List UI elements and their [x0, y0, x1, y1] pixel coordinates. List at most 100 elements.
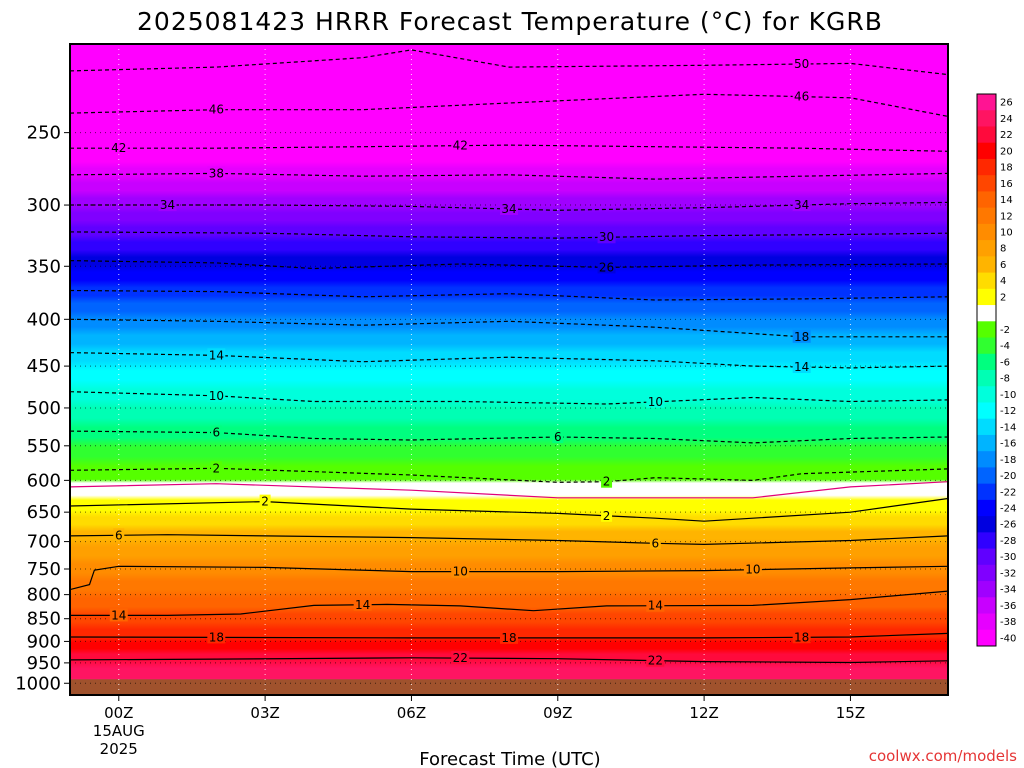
contour-label-bg: [792, 630, 811, 644]
colorbar-swatch: [977, 386, 996, 403]
colorbar-label: -40: [1000, 633, 1016, 644]
colorbar-label: 10: [1000, 228, 1013, 239]
colorbar-label: -20: [1000, 471, 1016, 482]
colorbar-label: -38: [1000, 617, 1016, 628]
colorbar-swatch: [977, 516, 996, 533]
contour-label-bg: [500, 201, 518, 215]
colorbar-swatch: [977, 353, 996, 371]
credit-link[interactable]: coolwx.com/models: [869, 747, 1017, 765]
contour-label-bg: [597, 230, 616, 244]
contour-label-bg: [646, 598, 665, 612]
contour-label: 2: [213, 461, 221, 475]
y-tick-label: 500: [27, 398, 61, 419]
colorbar-swatch: [977, 207, 996, 225]
x-tick-sublabel: 15AUG: [93, 722, 145, 740]
colorbar-swatch: [977, 597, 996, 615]
colorbar-label: 20: [1000, 146, 1013, 157]
contour-minus-38: [70, 172, 948, 180]
contour-label: 14: [111, 608, 126, 622]
colorbar-label: -18: [1000, 455, 1016, 466]
contour-minus-46: [70, 93, 948, 117]
colorbar-label: 18: [1000, 163, 1013, 174]
contour-minus-6: [70, 430, 948, 444]
colorbar-label: -2: [1000, 325, 1010, 336]
contour-label: 46: [209, 103, 224, 117]
y-tick-label: 950: [27, 653, 61, 674]
contour-label: 18: [209, 630, 224, 644]
contour-label: 26: [599, 260, 614, 274]
colorbar-label: 12: [1000, 211, 1013, 222]
contour-label: 14: [648, 599, 663, 613]
contour-minus-2: [70, 467, 948, 483]
colorbar-swatch: [977, 158, 996, 176]
contour-label-bg: [113, 528, 125, 542]
contour-label-bg: [597, 260, 616, 274]
contour-label: 6: [115, 528, 123, 542]
contour-label-bg: [792, 57, 811, 71]
contour-minus-14: [70, 352, 948, 369]
x-tick-label: 09Z: [543, 704, 572, 722]
colorbar-swatch: [977, 223, 996, 241]
contour-label-bg: [451, 651, 470, 665]
colorbar-swatch: [977, 142, 996, 160]
contour-label: 34: [794, 198, 809, 212]
y-tick-label: 300: [27, 195, 61, 216]
contour-label: 38: [209, 166, 224, 180]
contour-label: 6: [213, 426, 221, 440]
x-tick-label: 15Z: [836, 704, 865, 722]
contour-label: 34: [501, 202, 516, 216]
colorbar-label: 2: [1000, 292, 1006, 303]
y-axis: 2503003504004505005506006507007508008509…: [15, 123, 70, 694]
contour-label: 2: [603, 475, 611, 489]
colorbar-swatch: [977, 240, 996, 257]
contour-label: 6: [554, 430, 562, 444]
contour-label: 50: [794, 57, 809, 71]
y-tick-label: 650: [27, 502, 61, 523]
colorbar-label: -24: [1000, 504, 1016, 515]
colorbar-label: -28: [1000, 536, 1016, 547]
contour-label-bg: [210, 425, 222, 439]
contour-6: [70, 534, 948, 546]
contour-label-bg: [210, 461, 222, 475]
colorbar-label: -6: [1000, 357, 1010, 368]
colorbar-swatch: [977, 418, 996, 436]
colorbar-swatch: [977, 288, 996, 306]
colorbar-swatch: [977, 272, 996, 290]
contour-22: [70, 657, 948, 664]
contour-label-bg: [743, 562, 762, 576]
y-tick-label: 800: [27, 585, 61, 606]
contour-minus-10: [70, 391, 948, 405]
contour-label-bg: [207, 348, 226, 362]
y-tick-label: 1000: [15, 673, 61, 694]
contour-10: [70, 565, 948, 591]
chart-title: 2025081423 HRRR Forecast Temperature (°C…: [137, 7, 883, 36]
x-tick-label: 12Z: [689, 704, 718, 722]
contour-label-bg: [109, 608, 128, 622]
colorbar-swatch: [977, 337, 996, 355]
colorbar-label: 22: [1000, 130, 1013, 141]
colorbar-swatch: [977, 629, 996, 647]
y-tick-label: 250: [27, 123, 61, 144]
contour-label: 42: [453, 139, 468, 153]
temperature-field: [70, 44, 948, 695]
colorbar-label: -4: [1000, 341, 1010, 352]
colorbar-swatch: [977, 126, 996, 144]
contour-label-bg: [649, 536, 661, 550]
colorbar-swatch: [977, 613, 996, 631]
contour-label: 10: [453, 565, 468, 579]
y-tick-label: 750: [27, 559, 61, 580]
colorbar-swatch: [977, 499, 996, 517]
contour-label: 30: [599, 230, 614, 244]
y-tick-label: 850: [27, 609, 61, 630]
colorbar-swatch: [977, 256, 996, 274]
contour-label: 22: [453, 651, 468, 665]
colorbar-swatch: [977, 402, 996, 420]
x-tick-label: 00Z: [104, 704, 133, 722]
contour-label-bg: [646, 653, 665, 667]
colorbar-label: 6: [1000, 260, 1006, 271]
x-tick-sublabel: 2025: [100, 740, 138, 758]
contour-label-bg: [552, 430, 564, 444]
